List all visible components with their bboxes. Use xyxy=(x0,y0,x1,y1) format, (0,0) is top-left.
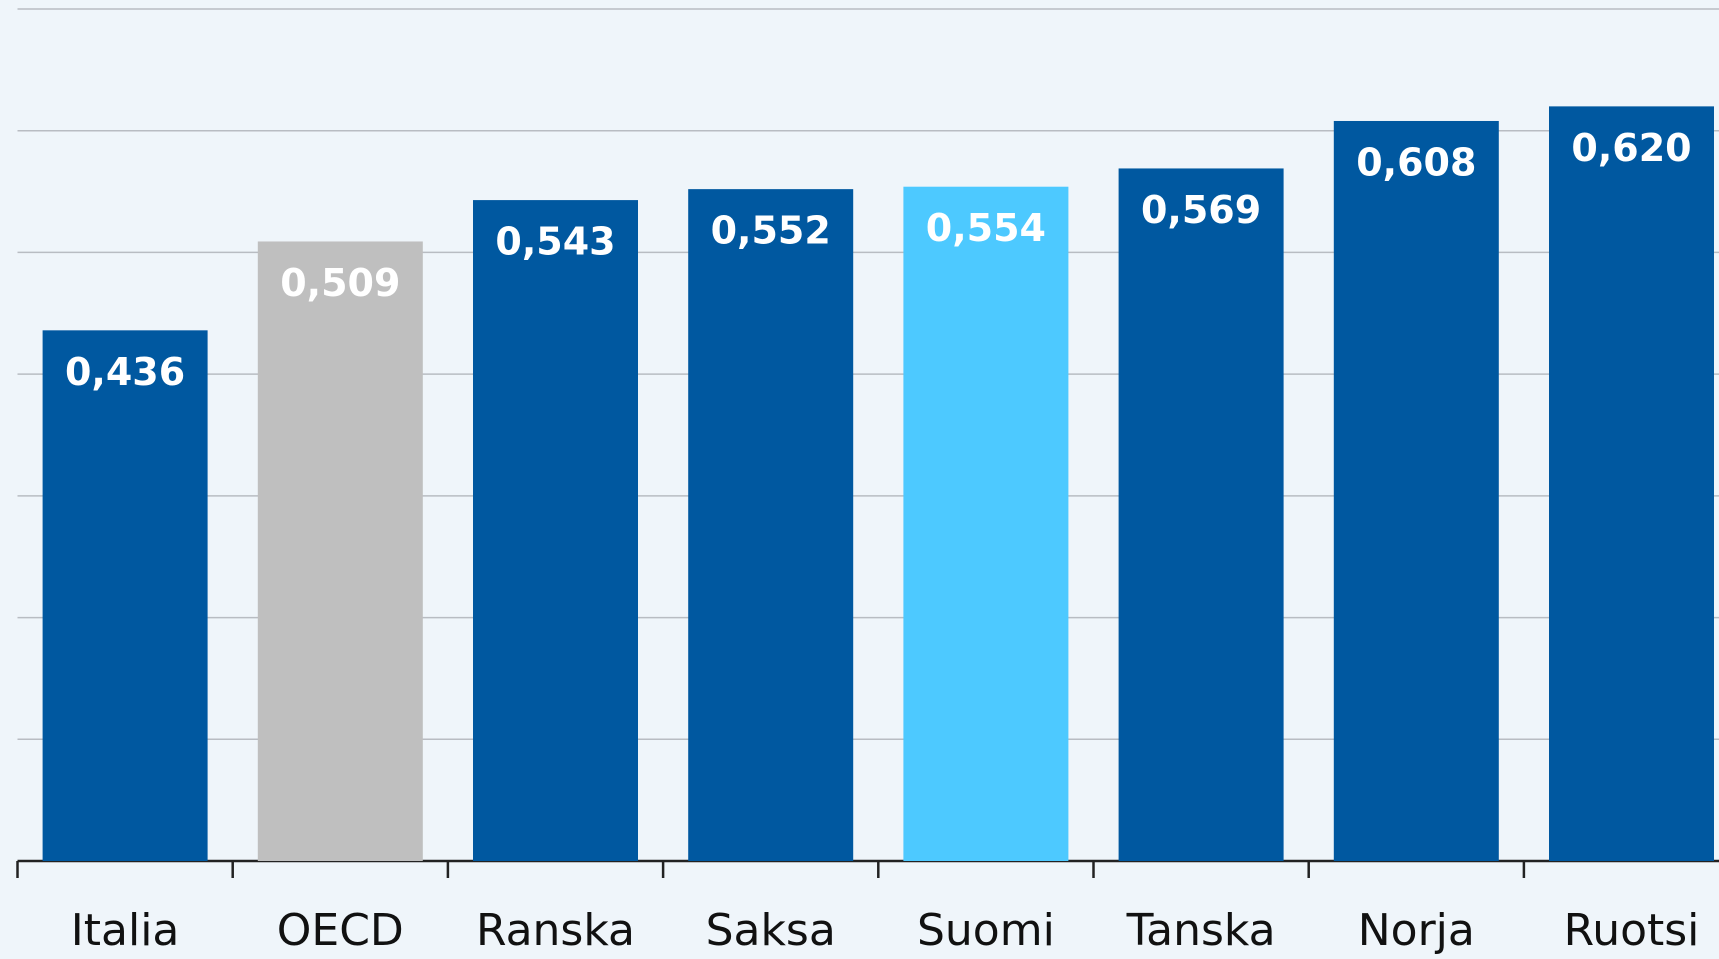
value-label: 0,608 xyxy=(1356,140,1476,184)
value-label: 0,552 xyxy=(711,209,831,253)
x-tick-label: Italia xyxy=(71,905,180,956)
value-label: 0,509 xyxy=(280,261,400,305)
x-tick-label: Saksa xyxy=(706,905,836,956)
x-tick-label: OECD xyxy=(277,905,404,956)
x-tick-label: Tanska xyxy=(1126,905,1276,956)
bar xyxy=(42,330,208,862)
value-label: 0,620 xyxy=(1571,126,1691,170)
value-label: 0,436 xyxy=(65,350,185,394)
bar xyxy=(1549,106,1714,861)
bar xyxy=(1118,168,1284,862)
bar xyxy=(1333,120,1499,861)
value-label: 0,543 xyxy=(495,220,615,264)
x-tick-label: Suomi xyxy=(917,905,1055,956)
bar xyxy=(688,189,854,861)
bar xyxy=(473,200,638,861)
bar xyxy=(903,186,1069,861)
value-label: 0,569 xyxy=(1141,188,1261,232)
value-label: 0,554 xyxy=(926,206,1046,250)
x-tick-label: Ruotsi xyxy=(1564,905,1700,956)
x-tick-label: Ranska xyxy=(476,905,635,956)
bar xyxy=(257,241,423,861)
x-tick-label: Norja xyxy=(1358,905,1475,956)
